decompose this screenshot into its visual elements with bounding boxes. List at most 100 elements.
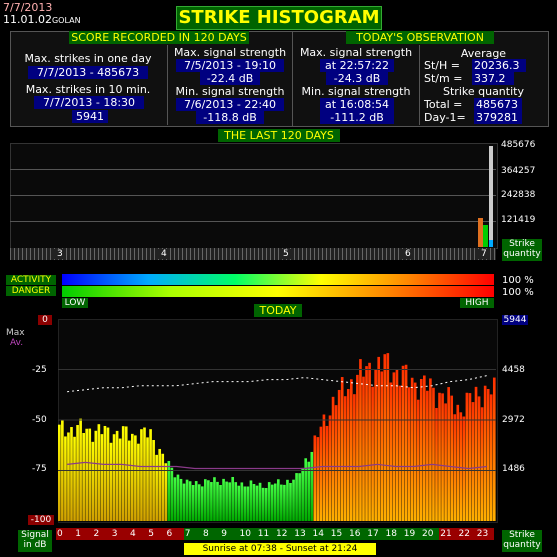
- today-bar: [258, 482, 262, 521]
- today-bar: [462, 416, 466, 521]
- today-bar: [362, 376, 365, 521]
- today-bar: [143, 427, 146, 521]
- max-10min-label: Max. strikes in 10 min.: [25, 83, 151, 96]
- max-signal-label-120: Max. signal strength: [173, 46, 287, 59]
- last120-gridline-1: [10, 169, 496, 170]
- today-bar: [234, 482, 238, 521]
- sun-info: Sunrise at 07:38 - Sunset at 21:24: [184, 543, 376, 555]
- today-bar: [380, 371, 384, 521]
- hour-tick: 18: [384, 528, 403, 540]
- hour-tick: 6: [165, 528, 184, 540]
- today-bar: [173, 477, 177, 521]
- today-min-signal-label: Min. signal strength: [301, 85, 411, 98]
- max-signal-series: [67, 375, 488, 393]
- today-bar: [149, 429, 152, 521]
- last120-gridline-2: [10, 195, 496, 196]
- time-value: 11.01.02: [3, 13, 52, 26]
- sth-value: 20236.3: [472, 59, 526, 72]
- stm-value: 337.2: [472, 72, 514, 85]
- strike-qty-label: Strike quantity: [443, 85, 524, 98]
- hour-tick: 22: [457, 528, 476, 540]
- today-chart-svg: [58, 353, 496, 521]
- today-bar: [331, 396, 335, 521]
- today-max-signal-value: -24.3 dB: [326, 72, 388, 85]
- today-strike-axis-label: Strike quantity: [502, 530, 542, 552]
- today-bar: [492, 377, 496, 521]
- hour-tick: 8: [202, 528, 221, 540]
- today-bar: [340, 377, 344, 521]
- today-bar: [280, 484, 283, 521]
- today-bar: [374, 369, 377, 521]
- today-bar: [319, 426, 323, 521]
- day1-value: 379281: [474, 111, 522, 124]
- today-bar: [106, 427, 110, 521]
- hour-tick: 15: [329, 528, 348, 540]
- today-bar: [222, 478, 225, 521]
- today-bar: [179, 478, 183, 521]
- today-bar: [483, 385, 487, 521]
- hour-tick: 10: [238, 528, 257, 540]
- today-bar: [97, 424, 101, 521]
- today-bar: [194, 481, 198, 521]
- today-bar: [188, 481, 192, 521]
- last120-xtick-6: 6: [402, 249, 414, 259]
- today-bar: [395, 369, 399, 521]
- hour-tick: 23: [475, 528, 494, 540]
- today-bar: [228, 482, 231, 521]
- today-bar: [231, 476, 235, 521]
- last120-ytick-2: 364257: [501, 166, 536, 176]
- page-title: STRIKE HISTOGRAM: [176, 6, 382, 30]
- today-bar: [191, 485, 195, 521]
- activity-label: ACTIVITY: [6, 275, 56, 285]
- today-bar: [292, 479, 295, 521]
- today-bar: [121, 426, 125, 521]
- today-bar: [389, 382, 393, 521]
- signal-axis-label-text: Signal in dB: [21, 530, 49, 550]
- hour-tick: 14: [311, 528, 330, 540]
- today-bar: [255, 485, 259, 521]
- today-bar: [261, 487, 265, 521]
- today-bar: [204, 479, 207, 521]
- today-bar: [368, 362, 371, 521]
- average-label: Average: [460, 47, 507, 60]
- today-bar: [200, 486, 204, 521]
- today-bar: [155, 454, 158, 521]
- today-bar: [313, 435, 317, 521]
- today-bar: [447, 387, 450, 521]
- today-bar: [240, 482, 244, 521]
- danger-pct: 100 %: [502, 287, 534, 298]
- right-tick-5944: 5944: [502, 315, 528, 325]
- low-label: LOW: [62, 298, 88, 308]
- min-signal-date-120: 7/6/2013 - 22:40: [176, 98, 284, 111]
- today-bar: [477, 396, 481, 521]
- today-gridlines: [58, 369, 496, 471]
- last120-xtick-5: 5: [280, 249, 292, 259]
- today-bar: [216, 481, 219, 521]
- hour-tick: 11: [256, 528, 275, 540]
- last120-xtick-7: 7: [478, 249, 490, 259]
- today-divider: [419, 45, 420, 125]
- today-bar: [310, 451, 314, 521]
- today-bar: [398, 385, 402, 521]
- today-bar: [264, 488, 268, 521]
- today-bar: [404, 364, 408, 521]
- today-bar: [219, 485, 222, 521]
- today-bar: [401, 365, 405, 521]
- hour-tick: 3: [110, 528, 129, 540]
- today-bar: [112, 434, 116, 521]
- today-bar: [76, 425, 79, 521]
- hour-tick: 1: [74, 528, 93, 540]
- today-bar: [210, 482, 213, 521]
- today-bar: [489, 394, 493, 521]
- today-bar: [213, 477, 216, 521]
- danger-label: DANGER: [6, 286, 56, 296]
- today-bar: [127, 440, 131, 521]
- today-bar: [343, 396, 347, 521]
- today-bar: [316, 437, 320, 521]
- today-min-signal-value: -111.2 dB: [320, 111, 394, 124]
- today-strike-axis-label-text: Strike quantity: [503, 530, 541, 550]
- today-bar: [283, 484, 286, 521]
- today-bar: [456, 404, 460, 521]
- last120-axis-label-text: Strike quantity: [503, 239, 541, 259]
- last120-bar-orange: [478, 218, 483, 247]
